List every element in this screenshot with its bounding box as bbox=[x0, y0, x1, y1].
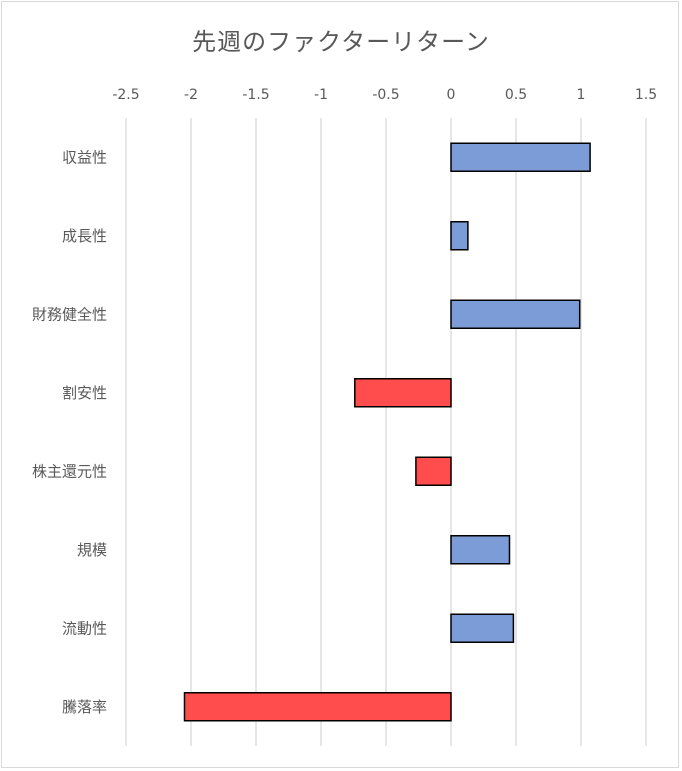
bar bbox=[450, 142, 591, 172]
bar bbox=[183, 692, 452, 722]
x-tick-label: -2 bbox=[184, 87, 198, 103]
category-label: 規模 bbox=[77, 541, 107, 559]
category-label: 財務健全性 bbox=[32, 305, 107, 323]
bar bbox=[450, 613, 515, 643]
x-tick-label: 0.5 bbox=[505, 87, 527, 103]
category-label: 割安性 bbox=[62, 384, 107, 402]
category-label: 騰落率 bbox=[62, 698, 107, 716]
bar bbox=[354, 378, 452, 408]
category-label: 流動性 bbox=[62, 619, 107, 637]
category-label: 成長性 bbox=[62, 227, 107, 245]
chart-title: 先週のファクターリターン bbox=[192, 28, 490, 56]
bar bbox=[450, 535, 511, 565]
grid-lines bbox=[125, 118, 647, 746]
x-tick-label: -2.5 bbox=[112, 87, 139, 103]
x-tick-label: 1 bbox=[577, 87, 586, 103]
x-tick-label: -0.5 bbox=[372, 87, 399, 103]
x-tick-label: -1.5 bbox=[242, 87, 269, 103]
x-tick-label: -1 bbox=[314, 87, 328, 103]
bars bbox=[183, 142, 591, 722]
x-tick-label: 0 bbox=[447, 87, 456, 103]
category-label: 収益性 bbox=[62, 148, 107, 166]
bar bbox=[450, 299, 581, 329]
x-axis-ticks: -2.5 -2 -1.5 -1 -0.5 0 0.5 1 1.5 bbox=[112, 87, 657, 103]
x-tick-label: 1.5 bbox=[635, 87, 657, 103]
category-label: 株主還元性 bbox=[32, 462, 107, 480]
bar bbox=[450, 221, 469, 251]
bar bbox=[415, 456, 452, 486]
